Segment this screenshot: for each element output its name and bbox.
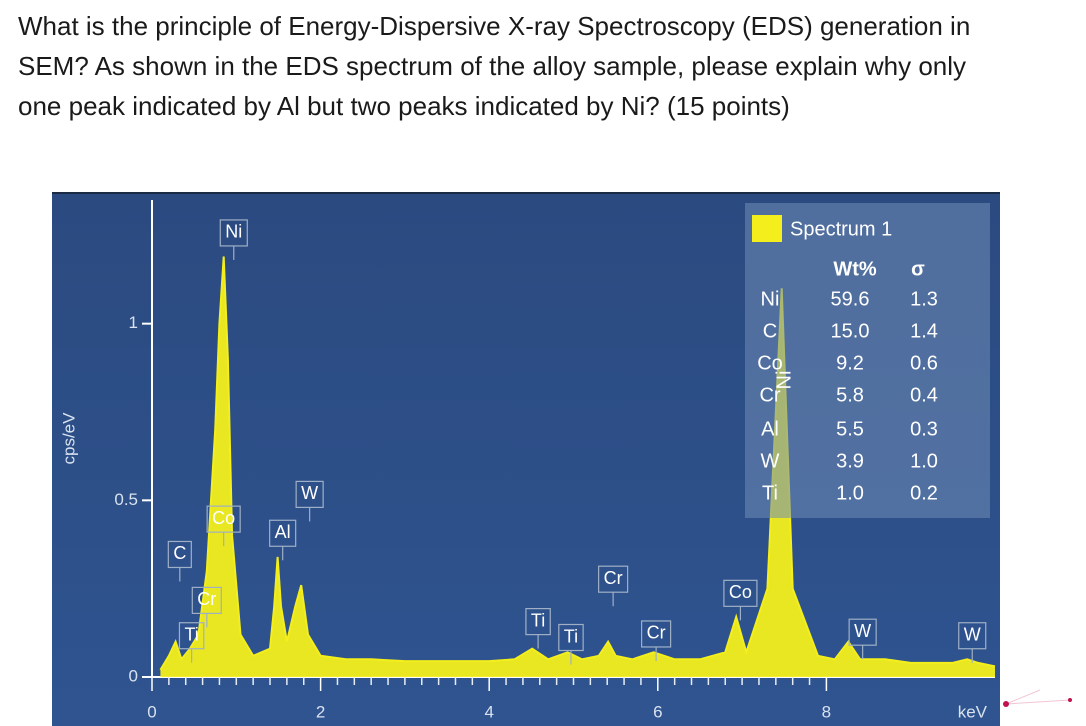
x-tick-label: 0: [147, 702, 156, 721]
peak-label: Co: [723, 579, 758, 621]
table-wt: 3.9: [836, 450, 864, 472]
overlap-label: Ni: [773, 371, 795, 390]
table-header: σ: [911, 258, 925, 280]
peak-label-text: Co: [212, 508, 235, 528]
question-line: What is the principle of Energy-Dispersi…: [18, 11, 970, 41]
x-tick-label: 4: [484, 702, 493, 721]
y-axis-label: cps/eV: [59, 412, 78, 465]
table-sigma: 0.4: [910, 384, 938, 406]
table-element: Co: [757, 352, 783, 374]
peak-label-text: Cr: [197, 589, 216, 609]
table-wt: 5.5: [836, 418, 864, 440]
x-axis-label: keV: [958, 702, 988, 721]
table-element: Ni: [761, 288, 780, 310]
table-wt: 5.8: [836, 384, 864, 406]
table-panel: [745, 203, 990, 518]
spectrum-fill: [160, 256, 995, 677]
table-sigma: 0.3: [910, 418, 938, 440]
legend-swatch: [752, 215, 782, 242]
spectrum-line: [159, 256, 996, 671]
peak-label-box: [206, 505, 241, 533]
peak-label: Cr: [598, 565, 629, 607]
peak-label: Ni: [219, 219, 248, 260]
x-tick-label: 6: [653, 702, 662, 721]
table-element: W: [761, 450, 780, 472]
table-element: C: [763, 320, 777, 342]
y-tick-label: 0.5: [114, 490, 138, 509]
peak-label: Ti: [178, 622, 205, 663]
peak-label: Cr: [191, 586, 222, 628]
table-wt: 1.0: [836, 482, 864, 504]
table-sigma: 0.2: [910, 482, 938, 504]
table-sigma: 1.3: [910, 288, 938, 310]
table-element: Al: [761, 418, 779, 440]
peak-label: Cr: [641, 620, 672, 661]
table-header: Wt%: [833, 258, 877, 280]
peak-label-text: W: [964, 624, 981, 644]
peak-label-text: Al: [275, 522, 291, 542]
peak-label-text: Ti: [184, 624, 198, 644]
table-wt: 15.0: [831, 320, 870, 342]
peak-label: W: [848, 618, 877, 660]
table-element: Cr: [759, 384, 780, 406]
legend-label: Spectrum 1: [790, 218, 892, 240]
peak-label: W: [295, 480, 324, 522]
peak-label-text: Ti: [564, 626, 578, 646]
table-sigma: 0.6: [910, 352, 938, 374]
peak-label-text: Cr: [604, 568, 623, 588]
table-sigma: 1.4: [910, 320, 938, 342]
peak-label: W: [958, 622, 987, 663]
peak-label-text: W: [854, 621, 871, 641]
table-wt: 59.6: [831, 288, 870, 310]
peak-label-text: W: [301, 483, 318, 503]
peak-label-text: Ni: [225, 222, 242, 242]
peak-label-text: Cr: [647, 623, 666, 643]
y-tick-label: 0: [129, 666, 138, 685]
table-wt: 9.2: [836, 352, 864, 374]
peak-label: Al: [269, 519, 297, 561]
peak-label: Co: [206, 505, 241, 547]
peak-label-text: C: [173, 543, 186, 563]
y-tick-label: 1: [129, 313, 138, 332]
peak-label: C: [167, 540, 192, 582]
x-tick-label: 2: [316, 702, 325, 721]
question-line: SEM? As shown in the EDS spectrum of the…: [18, 51, 966, 81]
peak-label: Ti: [558, 623, 584, 665]
peak-label: Ti: [525, 607, 551, 649]
question-line: one peak indicated by Al but two peaks i…: [18, 91, 790, 121]
decoration: [1003, 689, 1072, 707]
x-tick-label: 8: [822, 702, 831, 721]
peak-label-text: Co: [729, 582, 752, 602]
table-element: Ti: [762, 482, 778, 504]
peak-label-text: Ti: [531, 610, 545, 630]
table-sigma: 1.0: [910, 450, 938, 472]
